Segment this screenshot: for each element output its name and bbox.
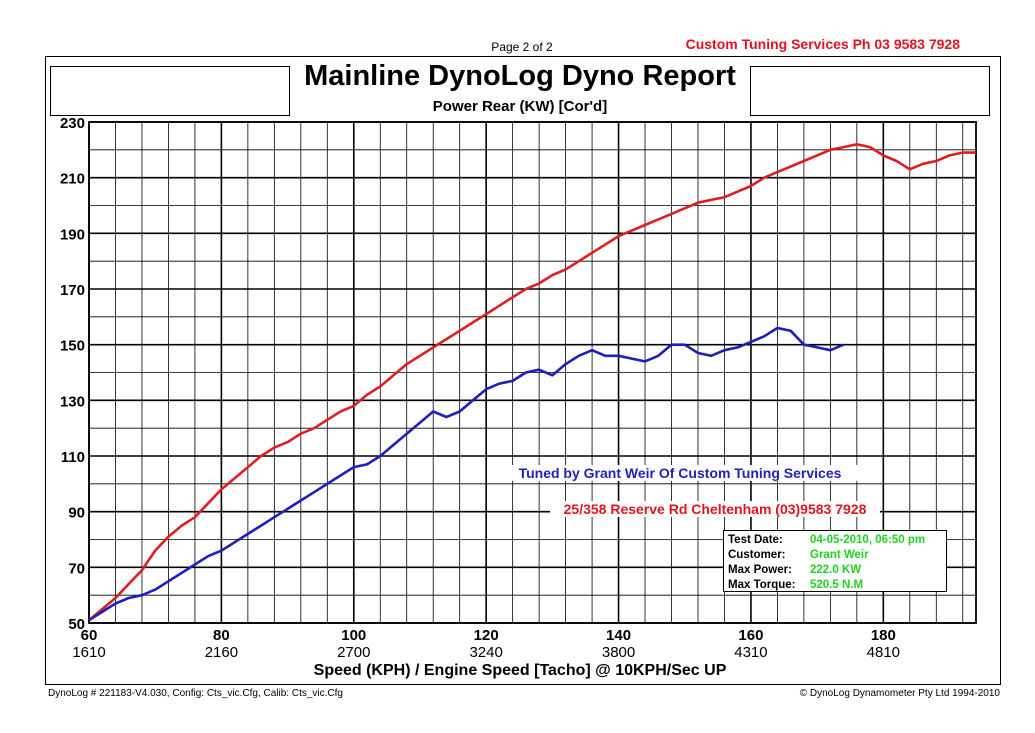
x-tick-label-rpm: 2160 [205,644,238,661]
x-tick-label-speed: 180 [871,627,896,644]
address-annotation: 25/358 Reserve Rd Cheltenham (03)9583 79… [550,501,880,517]
y-tick-label: 210 [60,171,85,188]
x-tick-label-rpm: 2700 [337,644,370,661]
x-tick-label-speed: 120 [474,627,499,644]
info-key: Customer: [728,549,786,561]
y-tick-label: 110 [61,449,85,466]
info-key: Max Torque: [728,579,796,591]
y-tick-label: 170 [60,282,85,299]
test-info-box: Test Date: 04-05-2010, 06:50 pm Customer… [723,530,947,592]
y-tick-label: 50 [68,616,85,633]
plot-area-border [88,121,977,624]
chart-title: Power Rear (KW) [Cor'd] [432,98,608,115]
y-tick-label: 230 [60,115,85,132]
info-row-customer: Customer: Grant Weir [728,548,942,563]
y-tick-label: 90 [68,505,85,522]
y-tick-label: 130 [60,393,85,410]
x-tick-label-rpm: 3800 [602,644,635,661]
x-tick-label-speed: 140 [606,627,631,644]
footer-copyright: © DynoLog Dynamometer Pty Ltd 1994-2010 [799,688,1000,699]
report-title: Mainline DynoLog Dyno Report [304,60,736,92]
y-tick-label: 190 [60,226,85,243]
info-value: Grant Weir [810,549,869,561]
x-tick-label-rpm: 3240 [469,644,502,661]
x-tick-label-speed: 160 [738,627,763,644]
info-key: Max Power: [728,564,792,576]
x-tick-label-speed: 100 [341,627,366,644]
info-row-max-torque: Max Torque: 520.5 N.M [728,578,942,593]
tuner-annotation: Tuned by Grant Weir Of Custom Tuning Ser… [500,465,860,481]
power-series-line-2 [88,326,845,622]
info-row-test-date: Test Date: 04-05-2010, 06:50 pm [728,533,942,548]
info-value: 04-05-2010, 06:50 pm [810,534,926,546]
x-tick-label-rpm: 4810 [867,644,900,661]
logo-box-right [750,66,990,116]
info-value: 520.5 N.M [810,579,864,591]
x-tick-label-speed: 80 [213,627,230,644]
y-tick-label: 150 [60,338,85,355]
x-tick-label-rpm: 1610 [72,644,105,661]
info-row-max-power: Max Power: 222.0 KW [728,563,942,578]
x-tick-label-speed: 60 [81,627,98,644]
x-axis-label: Speed (KPH) / Engine Speed [Tacho] @ 10K… [313,662,727,679]
report-frame [45,56,1001,685]
company-header: Custom Tuning Services Ph 03 9583 7928 [685,36,960,52]
power-series-line-1 [88,143,976,622]
y-tick-label: 70 [68,560,85,577]
info-key: Test Date: [728,534,783,546]
info-value: 222.0 KW [810,564,862,576]
logo-box-left [50,66,290,116]
x-tick-label-rpm: 4310 [734,644,767,661]
footer-config: DynoLog # 221183-V4.030, Config: Cts_vic… [48,688,343,699]
chart-series [88,143,976,622]
page-number: Page 2 of 2 [491,40,553,54]
